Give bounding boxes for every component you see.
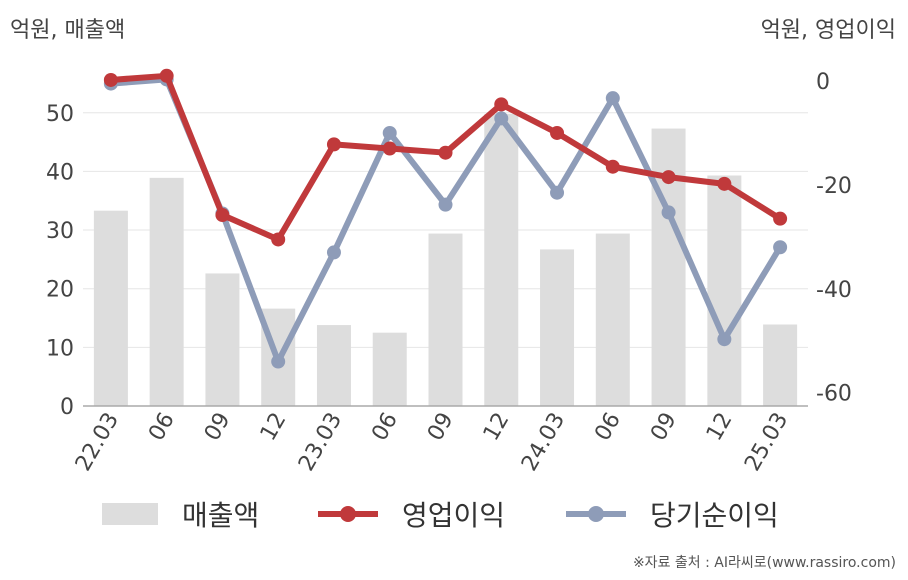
left-tick-label: 40 [46, 160, 74, 185]
right-tick-label: 0 [816, 70, 830, 95]
right-tick-label: -20 [816, 174, 852, 199]
legend-item-revenue: 매출액 [102, 492, 259, 536]
legend-label-net-profit: 당기순이익 [650, 499, 779, 532]
left-tick-label: 50 [46, 102, 74, 127]
right-tick-label: -40 [816, 278, 852, 303]
x-tick-label: 12 [479, 409, 515, 446]
operating-profit-point [717, 176, 732, 191]
revenue-bar [93, 210, 128, 406]
x-tick-label: 22.03 [71, 409, 124, 476]
operating-profit-point [438, 145, 453, 160]
legend-item-net-profit: 당기순이익 [566, 492, 779, 536]
operating-profit-point [326, 137, 341, 152]
profit-lines [103, 68, 788, 369]
x-tick-label: 09 [646, 409, 682, 446]
legend: 매출액 영업이익 당기순이익 [0, 492, 908, 536]
left-tick-label: 30 [46, 219, 74, 244]
x-tick-label: 24.03 [517, 409, 570, 476]
x-tick-label: 12 [702, 409, 738, 446]
net-profit-point [773, 240, 788, 255]
revenue-bar [316, 325, 351, 406]
operating-profit-point [103, 72, 118, 87]
revenue-bar [763, 324, 798, 406]
operating-profit-point [271, 232, 286, 247]
revenue-bar [149, 177, 184, 406]
revenue-bar [372, 332, 407, 406]
net-profit-point [550, 185, 565, 200]
left-tick-label: 0 [60, 395, 74, 420]
left-tick-label: 10 [46, 336, 74, 361]
net-profit-point [382, 125, 397, 140]
legend-label-revenue: 매출액 [182, 499, 260, 532]
operating-profit-point [159, 68, 174, 83]
left-axis-unit: 억원, 매출액 [10, 18, 126, 43]
net-profit-swatch [566, 503, 626, 525]
source-note: ※자료 출처 : AI라씨로(www.rassiro.com) [632, 555, 896, 571]
net-profit-point [494, 111, 509, 126]
revenue-bar [595, 233, 630, 406]
left-tick-label: 20 [46, 278, 74, 303]
legend-item-operating-profit: 영업이익 [318, 492, 505, 536]
right-axis-unit: 억원, 영업이익 [760, 18, 896, 43]
net-profit-point [326, 245, 341, 260]
operating-profit-swatch [318, 503, 378, 525]
net-profit-point [717, 332, 732, 347]
revenue-bar [540, 249, 575, 406]
operating-profit-point [661, 170, 676, 185]
operating-profit-point [773, 211, 788, 226]
revenue-bar [707, 175, 742, 406]
operating-profit-point [605, 159, 620, 174]
revenue-bar [484, 113, 519, 406]
operating-profit-point [494, 97, 509, 112]
legend-label-operating-profit: 영업이익 [402, 499, 506, 532]
net-profit-point [271, 354, 286, 369]
revenue-bar [205, 273, 240, 406]
x-tick-label: 09 [200, 409, 236, 446]
x-tick-label: 06 [367, 409, 403, 446]
revenue-bar [428, 233, 463, 406]
revenue-swatch [102, 503, 158, 525]
x-tick-label: 06 [590, 409, 626, 446]
revenue-bars [93, 113, 798, 406]
operating-profit-point [215, 208, 230, 223]
operating-profit-point [550, 125, 565, 140]
net-profit-point [605, 91, 620, 106]
x-tick-label: 25.03 [740, 409, 793, 476]
x-tick-label: 09 [423, 409, 459, 446]
net-profit-point [661, 205, 676, 220]
x-tick-label: 23.03 [294, 409, 347, 476]
x-tick-label: 06 [144, 409, 180, 446]
operating-profit-point [382, 141, 397, 156]
net-profit-point [438, 197, 453, 212]
x-tick-label: 12 [256, 409, 292, 446]
right-tick-label: -60 [816, 382, 852, 407]
